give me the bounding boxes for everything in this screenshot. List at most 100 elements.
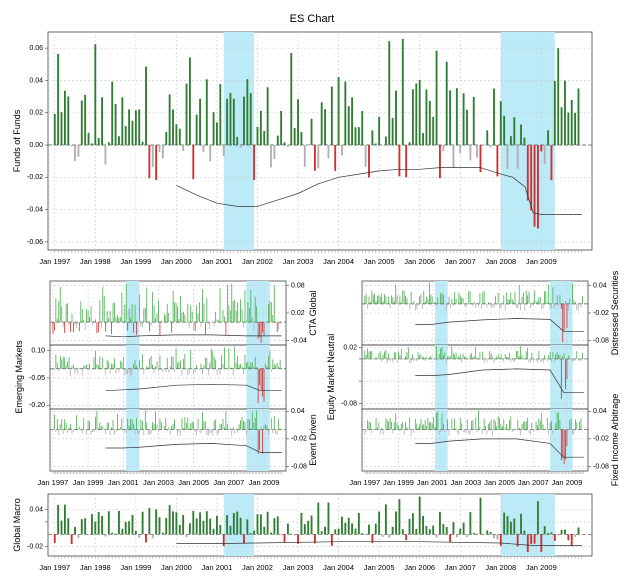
monthly-return-bar xyxy=(458,292,460,304)
monthly-return-bar xyxy=(184,353,186,369)
monthly-return-bar xyxy=(256,410,258,430)
monthly-return-bar xyxy=(121,97,124,146)
monthly-return-bar xyxy=(84,365,86,369)
monthly-return-bar xyxy=(86,364,88,369)
y-tick-label: -0.02 xyxy=(291,436,307,443)
monthly-return-bar xyxy=(559,294,561,304)
monthly-return-bar xyxy=(124,368,126,376)
monthly-return-bar xyxy=(521,423,523,430)
x-tick-label: Jan 1999 xyxy=(73,478,104,487)
monthly-return-bar xyxy=(550,532,553,535)
monthly-return-bar xyxy=(439,511,441,535)
monthly-return-bar xyxy=(496,534,499,540)
monthly-return-bar xyxy=(115,317,117,323)
panel-emerging-markets: -0.20 -0.05 0.10 Emerging Markets xyxy=(14,340,287,414)
monthly-return-bar xyxy=(392,429,394,434)
monthly-return-bar xyxy=(539,297,541,304)
monthly-return-bar xyxy=(384,136,387,146)
monthly-return-bar xyxy=(513,518,516,535)
monthly-return-bar xyxy=(407,428,409,430)
monthly-return-bar xyxy=(441,292,443,304)
monthly-return-bar xyxy=(225,368,227,370)
monthly-return-bar xyxy=(130,317,132,323)
monthly-return-bar xyxy=(155,145,158,181)
monthly-return-bar xyxy=(510,416,512,430)
y-tick-label: -0.08 xyxy=(593,463,609,470)
panel-fixed-income-arbitrage: -0.08 -0.02 0.04 Fixed Income Arbitrage Jan … xyxy=(349,394,620,487)
monthly-return-bar xyxy=(388,421,390,430)
monthly-return-bar xyxy=(500,424,502,430)
monthly-return-bar xyxy=(169,321,171,323)
monthly-return-bar xyxy=(368,351,370,359)
monthly-return-bar xyxy=(181,418,183,430)
monthly-return-bar xyxy=(96,410,98,430)
monthly-return-bar xyxy=(52,322,54,334)
monthly-return-bar xyxy=(81,309,83,323)
monthly-return-bar xyxy=(451,418,453,430)
monthly-return-bar xyxy=(155,509,158,535)
monthly-return-bar xyxy=(232,300,234,323)
monthly-return-bar xyxy=(372,294,374,304)
monthly-return-bar xyxy=(447,303,449,306)
monthly-return-bar xyxy=(80,301,82,323)
monthly-return-bar xyxy=(92,368,93,370)
monthly-return-bar xyxy=(374,429,376,430)
monthly-return-bar xyxy=(417,352,419,359)
monthly-return-bar xyxy=(466,303,468,306)
shaded-period xyxy=(223,32,255,250)
monthly-return-bar xyxy=(84,429,86,431)
monthly-return-bar xyxy=(180,360,181,369)
es-line xyxy=(105,383,282,392)
monthly-return-bar xyxy=(229,428,231,430)
monthly-return-bar xyxy=(237,355,239,369)
monthly-return-bar xyxy=(139,294,140,323)
x-tick-label: Jan 2009 xyxy=(249,478,280,487)
monthly-return-bar xyxy=(171,356,173,369)
monthly-return-bar xyxy=(196,364,197,369)
monthly-return-bar xyxy=(479,292,481,304)
monthly-return-bar xyxy=(127,418,129,430)
monthly-return-bar xyxy=(411,513,414,535)
monthly-return-bar xyxy=(424,358,426,361)
monthly-return-bar xyxy=(478,358,479,360)
x-tick-label: Jan 2001 xyxy=(417,478,448,487)
y-tick-label: 0.04 xyxy=(29,506,43,513)
monthly-return-bar xyxy=(430,355,432,359)
monthly-return-bar xyxy=(246,519,249,535)
monthly-return-bar xyxy=(243,322,244,328)
monthly-return-bar xyxy=(178,128,181,146)
monthly-return-bar xyxy=(573,358,575,362)
monthly-return-bar xyxy=(244,354,246,369)
monthly-return-bar xyxy=(500,303,502,309)
monthly-return-bar xyxy=(239,145,242,148)
y-tick-label: 0.00 xyxy=(29,142,43,149)
monthly-return-bar xyxy=(526,534,529,553)
monthly-return-bar xyxy=(222,534,225,547)
monthly-return-bar xyxy=(320,531,323,535)
monthly-return-bar xyxy=(403,429,405,435)
monthly-return-bar xyxy=(483,290,485,304)
monthly-return-bar xyxy=(487,424,489,430)
monthly-return-bar xyxy=(569,298,571,304)
monthly-return-bar xyxy=(442,524,445,535)
monthly-return-bar xyxy=(53,414,55,430)
monthly-return-bar xyxy=(576,422,578,430)
monthly-return-bar xyxy=(476,429,478,433)
monthly-return-bar xyxy=(259,110,262,146)
monthly-return-bar xyxy=(409,303,411,310)
monthly-return-bar xyxy=(250,289,252,323)
monthly-return-bar xyxy=(377,296,378,304)
monthly-return-bar xyxy=(226,423,228,430)
monthly-return-bar xyxy=(222,419,224,430)
monthly-return-bar xyxy=(197,368,199,370)
monthly-return-bar xyxy=(471,303,472,304)
monthly-return-bar xyxy=(431,423,433,430)
monthly-return-bar xyxy=(171,322,173,333)
monthly-return-bar xyxy=(77,428,79,430)
monthly-return-bar xyxy=(521,296,523,304)
monthly-return-bar xyxy=(140,322,142,327)
y-tick-label: 0.04 xyxy=(291,408,305,415)
monthly-return-bar xyxy=(573,429,575,435)
y-axis-label: Funds of Funds xyxy=(12,109,22,172)
monthly-return-bar xyxy=(399,429,401,432)
